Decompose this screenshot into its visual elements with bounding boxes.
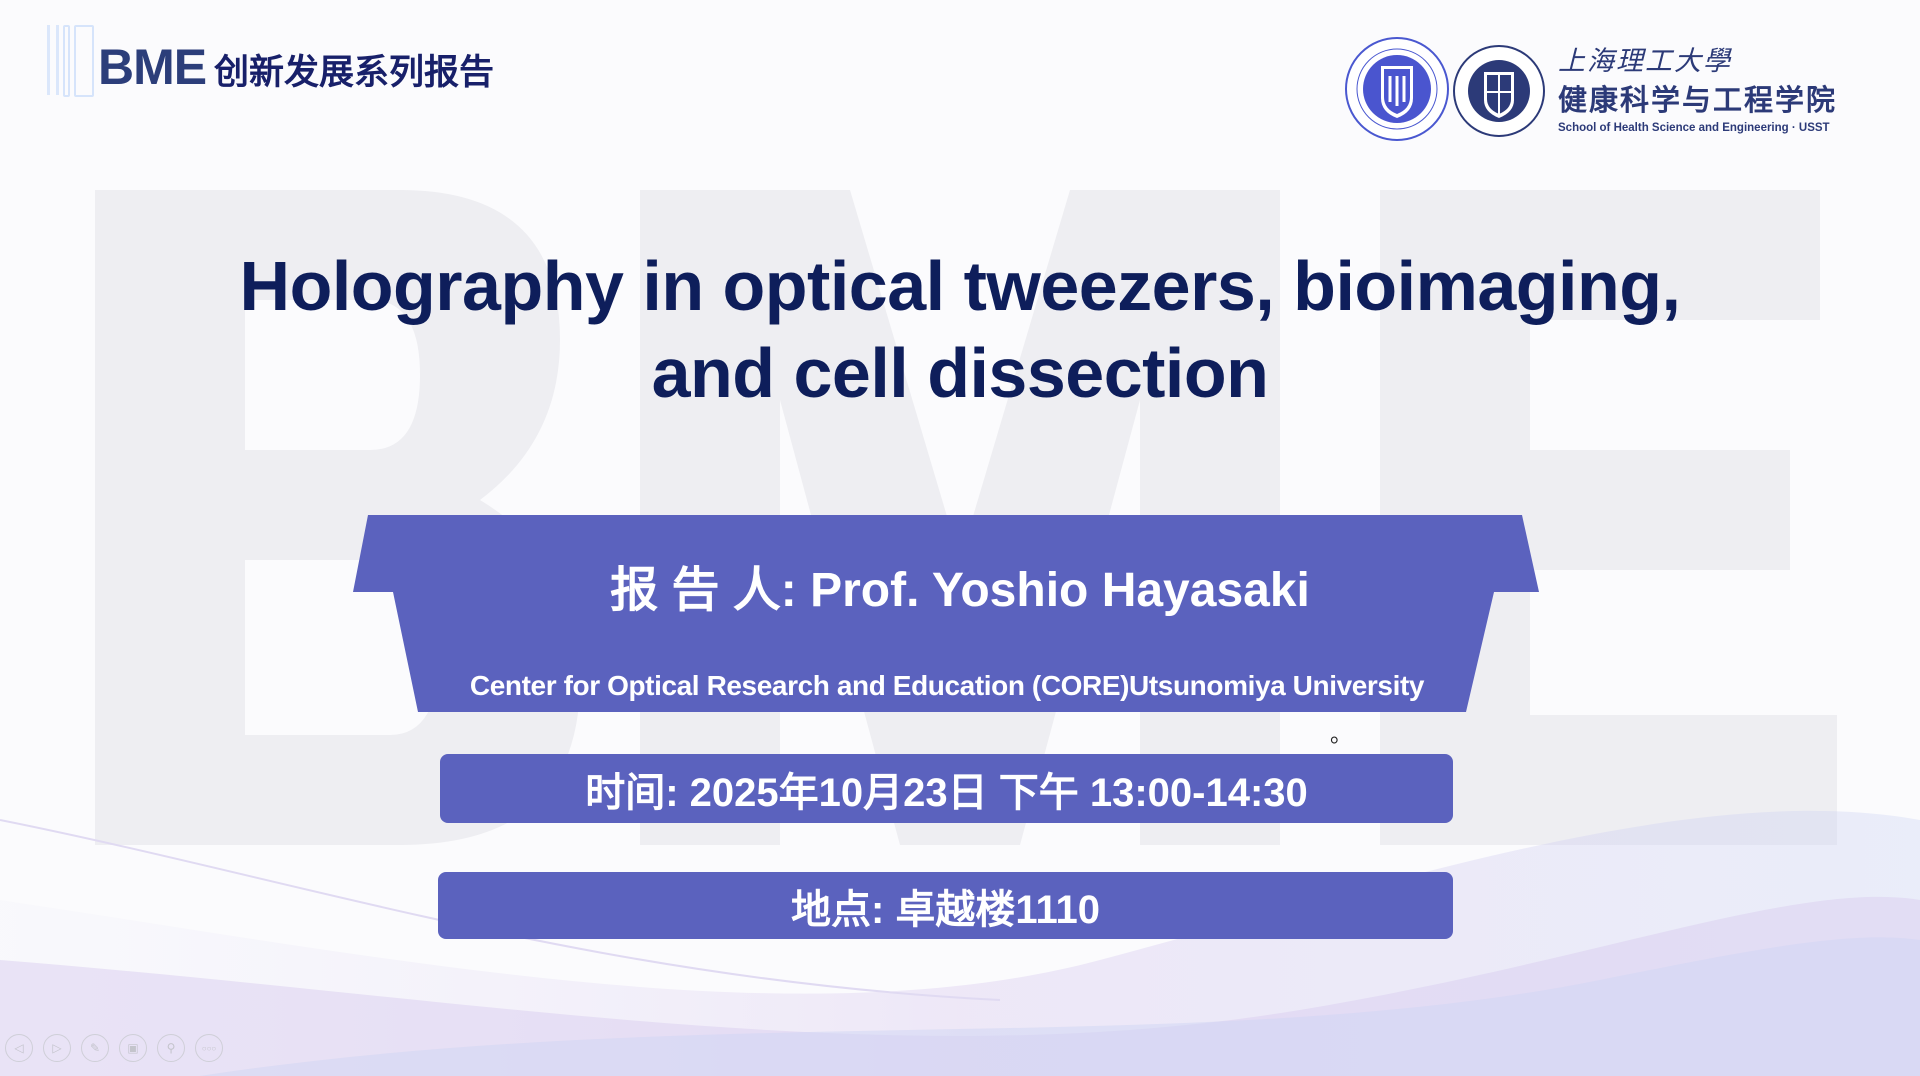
talk-location: 地点: 卓越楼1110	[790, 887, 1100, 932]
talk-title-line-1: Holography in optical tweezers, bioimagi…	[239, 247, 1681, 325]
pen-button[interactable]: ✎	[81, 1034, 109, 1062]
more-button[interactable]: ○○○	[195, 1034, 223, 1062]
stray-mark: 。	[1330, 722, 1353, 747]
talk-title-line-2: and cell dissection	[651, 334, 1269, 412]
time-bar: 时间: 2025年10月23日 下午 13:00-14:30	[440, 754, 1453, 823]
slides-icon: ▣	[127, 1041, 139, 1055]
brand-bme: BME	[98, 39, 207, 95]
talk-time: 时间: 2025年10月23日 下午 13:00-14:30	[585, 770, 1308, 815]
location-bar: 地点: 卓越楼1110	[438, 872, 1453, 939]
slide-overview-button[interactable]: ▣	[119, 1034, 147, 1062]
university-seal-logo	[1345, 37, 1449, 141]
speaker-name: 报 告 人: Prof. Yoshio Hayasaki	[610, 564, 1310, 617]
zoom-button[interactable]: ⚲	[157, 1034, 185, 1062]
previous-slide-button[interactable]: ◁	[5, 1034, 33, 1062]
more-icon: ○○○	[201, 1043, 217, 1053]
magnifier-icon: ⚲	[166, 1041, 176, 1055]
series-title: 创新发展系列报告	[214, 53, 495, 92]
logo-bars-icon	[47, 25, 97, 97]
triangle-right-icon: ▷	[52, 1041, 62, 1055]
triangle-left-icon: ◁	[14, 1041, 24, 1055]
school-seal-logo	[1453, 45, 1545, 137]
school-name-en: School of Health Science and Engineering…	[1558, 122, 1830, 134]
pen-icon: ✎	[89, 1041, 101, 1055]
university-name-cn: 上海理工大學	[1558, 46, 1732, 77]
school-name-cn: 健康科学与工程学院	[1558, 85, 1838, 117]
speaker-affiliation: Center for Optical Research and Educatio…	[469, 670, 1425, 701]
next-slide-button[interactable]: ▷	[43, 1034, 71, 1062]
